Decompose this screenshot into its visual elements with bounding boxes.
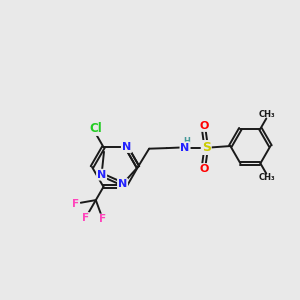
Text: N: N [118, 179, 127, 189]
Text: CH₃: CH₃ [259, 110, 275, 119]
Text: N: N [97, 170, 106, 180]
Text: H: H [183, 136, 190, 146]
Text: F: F [72, 199, 79, 209]
Text: N: N [122, 142, 131, 152]
Text: F: F [99, 214, 106, 224]
Text: N: N [180, 142, 190, 152]
Text: O: O [199, 164, 208, 174]
Text: CH₃: CH₃ [259, 172, 275, 182]
Text: Cl: Cl [90, 122, 103, 135]
Text: S: S [202, 141, 211, 154]
Text: O: O [199, 121, 208, 131]
Text: F: F [82, 213, 89, 223]
